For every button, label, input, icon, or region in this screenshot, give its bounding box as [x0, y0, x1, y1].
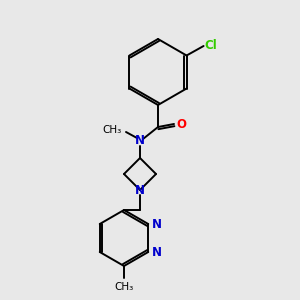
Text: N: N — [135, 184, 145, 196]
Text: Cl: Cl — [205, 39, 217, 52]
Text: CH₃: CH₃ — [114, 282, 134, 292]
Text: O: O — [176, 118, 186, 130]
Text: N: N — [135, 134, 145, 148]
Text: N: N — [152, 218, 162, 230]
Text: CH₃: CH₃ — [103, 125, 122, 135]
Text: N: N — [152, 245, 162, 259]
